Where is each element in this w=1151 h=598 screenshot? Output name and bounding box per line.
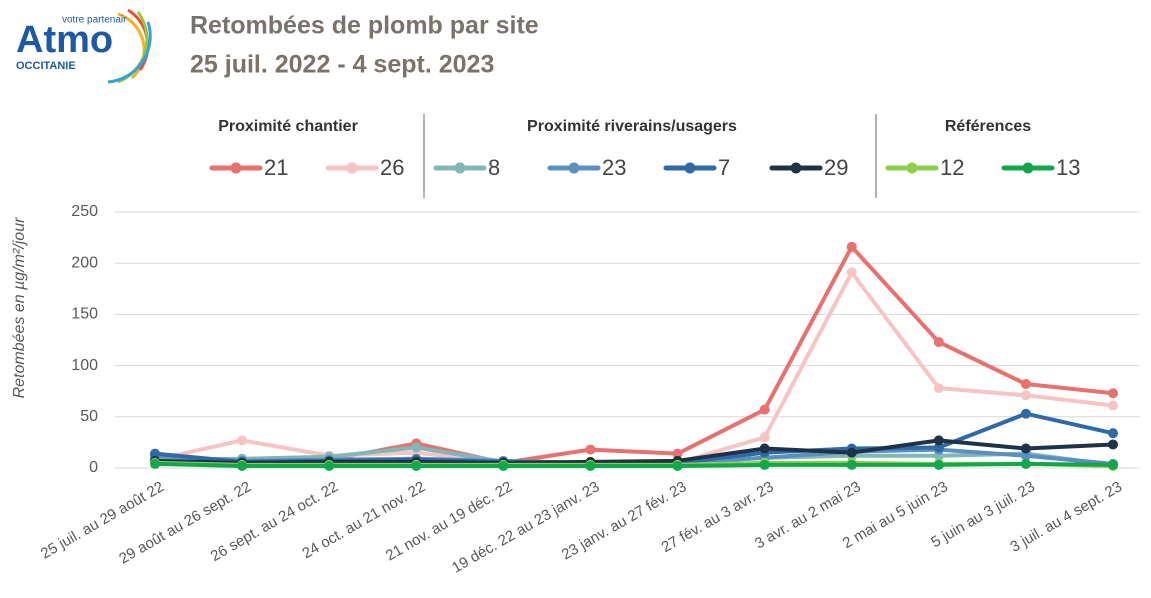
data-point (1020, 390, 1031, 401)
x-tick-label: 19 déc. 22 au 23 janv. 23 (449, 478, 602, 576)
data-point (933, 459, 944, 470)
logo-arc (107, 21, 152, 84)
data-point (1020, 450, 1031, 461)
data-point (759, 459, 770, 470)
data-point (672, 460, 683, 471)
chart-subtitle: 25 juil. 2022 - 4 sept. 2023 (190, 51, 494, 79)
data-point (237, 460, 248, 471)
data-point (411, 460, 422, 471)
data-point (933, 383, 944, 394)
y-tick-label: 150 (71, 306, 98, 323)
data-point (933, 337, 944, 348)
y-tick-label: 100 (71, 357, 98, 374)
logo-region: OCCITANIE (16, 60, 76, 72)
data-point (1108, 459, 1118, 470)
data-point (237, 435, 248, 446)
legend-dot (230, 162, 242, 174)
data-point (1020, 458, 1031, 469)
data-point (933, 442, 944, 453)
legend-dot (346, 162, 358, 174)
chart-title: Retombées de plomb par site (190, 12, 539, 40)
data-point (150, 448, 160, 459)
data-point (585, 460, 596, 471)
data-point (1108, 439, 1118, 450)
legend-dot (684, 162, 696, 174)
data-point (846, 267, 857, 278)
logo-arc (127, 8, 150, 71)
logo-tagline: votre partenair (62, 15, 127, 26)
data-point (1020, 408, 1031, 419)
legend-label: 29 (824, 155, 848, 180)
y-tick-label: 50 (80, 408, 98, 425)
data-point (585, 444, 596, 455)
data-point (933, 435, 944, 446)
series-line (154, 438, 1114, 465)
legend-group-title: Proximité riverains/usagers (527, 118, 737, 135)
legend-dot (1022, 162, 1034, 174)
data-point (150, 458, 160, 469)
legend-label: 26 (380, 155, 404, 180)
data-point (1020, 443, 1031, 454)
data-point (759, 404, 770, 415)
legend-group-title: Références (945, 118, 1031, 135)
data-point (1108, 400, 1118, 411)
legend-group-title: Proximité chantier (218, 118, 358, 135)
data-point (759, 443, 770, 454)
data-point (759, 432, 770, 443)
data-point (1020, 379, 1031, 390)
y-tick-label: 200 (71, 254, 98, 271)
data-point (498, 460, 509, 471)
data-point (411, 442, 422, 453)
legend-label: 7 (718, 155, 730, 180)
series-line (154, 244, 1114, 465)
data-point (672, 448, 683, 459)
logo-name: Atmo (16, 19, 113, 61)
y-tick-label: 250 (71, 203, 98, 220)
legend-label: 8 (488, 155, 500, 180)
legend-dot (790, 162, 802, 174)
data-point (846, 447, 857, 458)
series-line (154, 461, 1114, 468)
legend-label: 21 (264, 155, 288, 180)
data-point (1108, 388, 1118, 399)
y-axis-label: Retombées en µg/m²/jour (11, 217, 28, 399)
legend-dot (906, 162, 918, 174)
legend-label: 23 (602, 155, 626, 180)
data-point (846, 459, 857, 470)
legend-dot (568, 162, 580, 174)
legend-label: 12 (940, 155, 964, 180)
legend-label: 13 (1056, 155, 1080, 180)
data-point (324, 460, 335, 471)
logo-arc (117, 12, 146, 80)
y-tick-label: 0 (89, 459, 98, 476)
logo: Atmo votre partenair OCCITANIE (16, 8, 152, 84)
data-point (846, 241, 857, 252)
data-point (1108, 428, 1118, 439)
legend-dot (454, 162, 466, 174)
